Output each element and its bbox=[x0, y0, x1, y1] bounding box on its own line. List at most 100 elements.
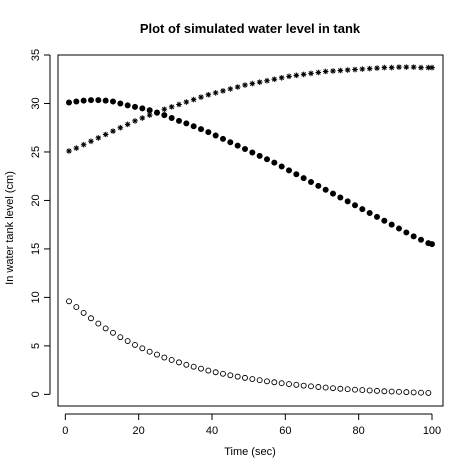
data-point bbox=[241, 146, 248, 153]
data-point bbox=[117, 334, 124, 341]
data-point bbox=[315, 384, 322, 390]
data-point bbox=[418, 389, 424, 396]
data-point bbox=[278, 163, 285, 170]
data-point bbox=[124, 102, 131, 109]
data-point bbox=[197, 126, 204, 133]
data-point bbox=[322, 68, 329, 75]
x-tick-label: 80 bbox=[353, 425, 365, 437]
data-point bbox=[388, 388, 395, 395]
data-point bbox=[249, 376, 256, 382]
data-point bbox=[161, 112, 168, 119]
data-point bbox=[95, 320, 102, 327]
data-point bbox=[359, 206, 366, 213]
y-tick-label: 20 bbox=[30, 194, 42, 206]
data-point bbox=[344, 67, 351, 73]
data-point bbox=[117, 100, 124, 107]
data-point bbox=[366, 65, 373, 72]
data-point bbox=[168, 115, 175, 122]
data-point bbox=[330, 385, 336, 392]
y-tick-label: 5 bbox=[30, 343, 42, 349]
data-point bbox=[278, 380, 285, 387]
data-point bbox=[88, 138, 94, 145]
data-point bbox=[271, 76, 278, 83]
data-point bbox=[300, 175, 307, 182]
y-tick-label: 25 bbox=[30, 146, 42, 158]
x-tick-label: 20 bbox=[133, 425, 145, 437]
data-point bbox=[154, 351, 160, 358]
data-point bbox=[374, 65, 380, 71]
data-point bbox=[212, 132, 219, 139]
data-point bbox=[80, 141, 87, 148]
data-point bbox=[234, 373, 241, 380]
data-point bbox=[176, 359, 182, 366]
plot-frame bbox=[57, 54, 444, 407]
data-point bbox=[256, 377, 263, 384]
data-point bbox=[183, 120, 190, 127]
data-point bbox=[359, 387, 366, 394]
data-point bbox=[219, 135, 226, 142]
data-point bbox=[285, 167, 292, 174]
data-point bbox=[403, 229, 410, 236]
data-point bbox=[410, 64, 417, 70]
x-tick-label: 0 bbox=[62, 425, 68, 437]
data-point bbox=[161, 106, 168, 113]
data-point bbox=[73, 98, 80, 105]
data-point bbox=[190, 96, 197, 103]
y-tick-label: 0 bbox=[30, 391, 42, 397]
data-point bbox=[388, 221, 395, 228]
data-point bbox=[286, 381, 292, 388]
data-point bbox=[381, 217, 388, 224]
data-point bbox=[242, 82, 248, 88]
data-point bbox=[428, 241, 435, 248]
data-point bbox=[351, 202, 358, 209]
data-point bbox=[264, 77, 270, 84]
data-point bbox=[286, 73, 292, 80]
data-point bbox=[220, 370, 226, 377]
data-point bbox=[344, 386, 351, 393]
data-point bbox=[256, 79, 263, 85]
data-point bbox=[278, 74, 285, 81]
data-point bbox=[88, 97, 95, 104]
data-point bbox=[322, 186, 329, 193]
chart-title: Plot of simulated water level in tank bbox=[140, 21, 361, 36]
data-point bbox=[388, 64, 395, 71]
data-point bbox=[403, 64, 410, 70]
data-point bbox=[227, 139, 234, 146]
data-point bbox=[146, 107, 153, 114]
data-point bbox=[205, 91, 212, 98]
data-point bbox=[264, 378, 270, 385]
data-point bbox=[396, 64, 402, 70]
data-point bbox=[80, 309, 87, 316]
data-point bbox=[66, 148, 72, 154]
data-point bbox=[198, 94, 204, 100]
data-point bbox=[396, 388, 402, 395]
y-axis: 0 5 10 15 20 25 30 35 bbox=[30, 49, 51, 397]
data-point bbox=[337, 194, 344, 201]
x-tick-label: 100 bbox=[423, 425, 441, 437]
data-point bbox=[330, 68, 336, 74]
data-point bbox=[366, 387, 373, 394]
data-point bbox=[308, 383, 314, 390]
data-point bbox=[425, 389, 432, 396]
data-point bbox=[139, 345, 146, 352]
data-point bbox=[66, 298, 72, 305]
data-point bbox=[293, 171, 300, 178]
data-point bbox=[337, 385, 344, 392]
data-point bbox=[132, 118, 138, 124]
data-point bbox=[66, 99, 73, 106]
data-point bbox=[271, 379, 278, 386]
data-point bbox=[366, 210, 373, 217]
data-point bbox=[139, 115, 146, 121]
data-point bbox=[381, 388, 388, 395]
data-point bbox=[359, 66, 366, 72]
data-point bbox=[102, 325, 109, 332]
data-point bbox=[110, 329, 116, 336]
data-point bbox=[168, 104, 175, 110]
data-point bbox=[88, 315, 94, 322]
data-point bbox=[344, 198, 351, 205]
data-point bbox=[212, 90, 219, 96]
data-point bbox=[110, 98, 117, 105]
data-point bbox=[417, 236, 424, 243]
data-point bbox=[131, 103, 138, 110]
data-point bbox=[220, 88, 226, 94]
